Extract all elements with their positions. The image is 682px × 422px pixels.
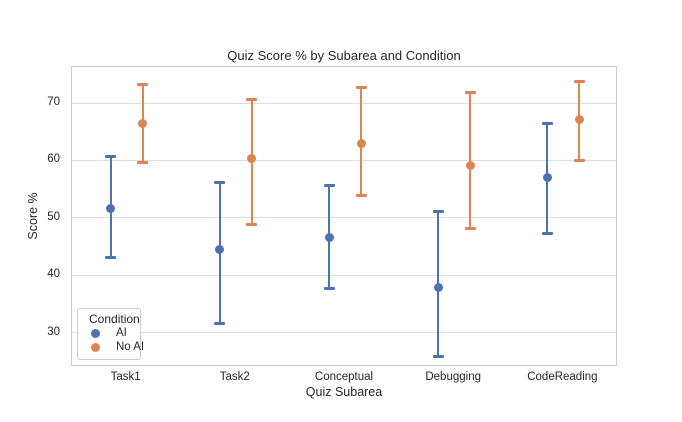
- error-bar-cap: [214, 181, 226, 185]
- error-bar-cap: [432, 210, 444, 214]
- legend-label-ai: AI: [116, 327, 127, 339]
- x-tick-label: Task1: [110, 371, 141, 383]
- error-bar-cap: [573, 158, 585, 162]
- error-bar-cap: [105, 154, 117, 158]
- gridline: [72, 102, 616, 104]
- error-bar-cap: [464, 91, 476, 95]
- error-bar-cap: [541, 232, 553, 236]
- legend-marker-no-ai-icon: [91, 342, 100, 352]
- error-bar-cap: [246, 223, 258, 227]
- error-bar-cap: [246, 98, 258, 102]
- x-tick-label: CodeReading: [527, 371, 598, 383]
- y-tick-label: 40: [47, 268, 60, 281]
- error-bar-cap: [105, 255, 117, 259]
- point-marker: [433, 282, 443, 292]
- error-bar-cap: [432, 354, 444, 358]
- gridline: [72, 217, 616, 219]
- x-tick-label: Conceptual: [314, 371, 374, 383]
- y-tick-label: 50: [47, 210, 60, 223]
- gridline: [72, 159, 616, 161]
- y-tick-label: 70: [47, 96, 60, 109]
- point-marker: [106, 203, 116, 213]
- chart-title: Quiz Score % by Subarea and Condition: [227, 48, 461, 63]
- error-bar-line: [469, 92, 472, 229]
- legend: Condition AI No AI: [77, 308, 144, 360]
- legend-item-no-ai: No AI: [78, 340, 144, 354]
- x-tick-label: Task2: [219, 371, 250, 383]
- legend-label-no-ai: No AI: [116, 341, 145, 353]
- plot-area: [71, 66, 617, 366]
- point-marker: [138, 118, 148, 128]
- point-marker: [356, 139, 366, 149]
- error-bar-cap: [573, 80, 585, 84]
- error-bar-cap: [464, 226, 476, 230]
- error-bar-cap: [137, 83, 149, 87]
- point-marker: [574, 115, 584, 125]
- gridline: [72, 274, 616, 276]
- error-bar-cap: [323, 287, 335, 291]
- point-marker: [215, 245, 225, 255]
- point-marker: [324, 232, 334, 242]
- x-tick-label: Debugging: [425, 371, 481, 383]
- legend-marker-ai-icon: [91, 328, 100, 338]
- point-marker: [542, 172, 552, 182]
- legend-item-ai: AI: [78, 326, 140, 340]
- y-tick-label: 30: [47, 325, 60, 338]
- point-marker: [465, 161, 475, 171]
- point-marker: [247, 154, 257, 164]
- error-bar-cap: [355, 193, 367, 197]
- x-axis-label: Quiz Subarea: [305, 385, 383, 399]
- error-bar-cap: [541, 121, 553, 125]
- error-bar-cap: [214, 321, 226, 325]
- error-bar-cap: [323, 183, 335, 187]
- error-bar-cap: [137, 160, 149, 164]
- gridline: [72, 332, 616, 334]
- legend-title: Condition: [89, 312, 140, 326]
- error-bar-cap: [355, 86, 367, 90]
- y-tick-label: 60: [47, 153, 60, 166]
